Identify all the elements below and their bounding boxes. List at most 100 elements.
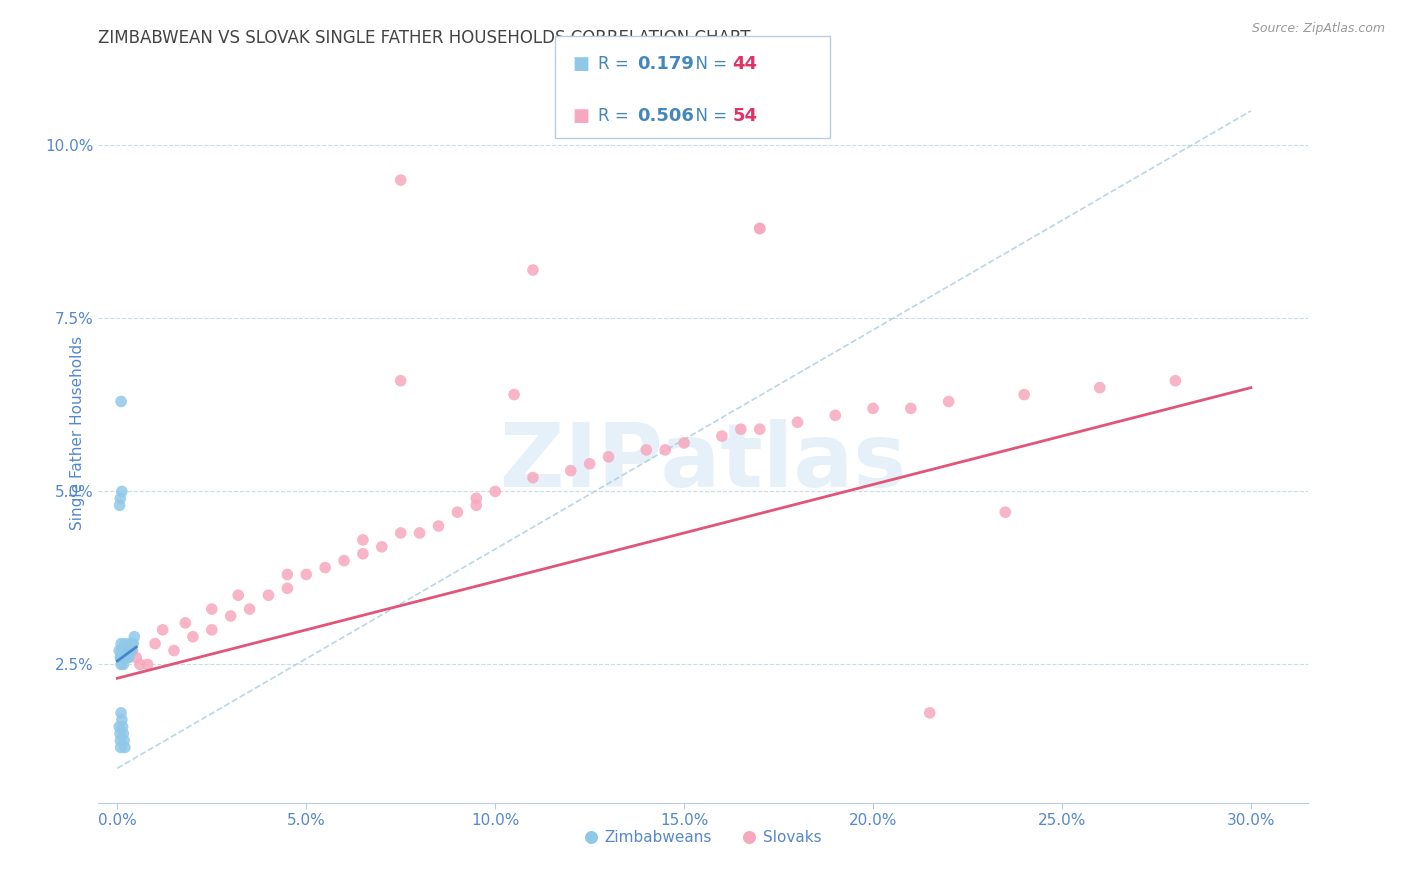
Point [748, 221, 770, 235]
Point [748, 422, 770, 436]
Point [654, 442, 676, 457]
Point [111, 484, 134, 499]
Point [143, 637, 166, 651]
Point [111, 650, 134, 665]
Point [276, 582, 298, 596]
Point [117, 650, 139, 665]
Point [352, 533, 374, 547]
Point [710, 429, 733, 443]
Point [181, 630, 204, 644]
Point [129, 657, 152, 672]
Point [389, 525, 412, 540]
Point [994, 505, 1017, 519]
Point [118, 650, 141, 665]
Point [111, 643, 134, 657]
Point [114, 650, 136, 665]
Point [112, 657, 135, 672]
Point [110, 394, 132, 409]
Text: ZIMBABWEAN VS SLOVAK SINGLE FATHER HOUSEHOLDS CORRELATION CHART: ZIMBABWEAN VS SLOVAK SINGLE FATHER HOUSE… [98, 29, 751, 47]
Point [1088, 381, 1111, 395]
Point [730, 422, 752, 436]
Point [862, 401, 884, 416]
Point [108, 726, 131, 740]
Text: N =: N = [685, 107, 733, 125]
Point [522, 470, 544, 484]
Point [389, 173, 412, 187]
Point [226, 588, 249, 602]
Point [408, 525, 430, 540]
Point [112, 726, 135, 740]
Point [136, 657, 159, 672]
Point [174, 615, 197, 630]
Point [389, 374, 412, 388]
Point [598, 450, 620, 464]
Point [110, 740, 132, 755]
Point [111, 643, 134, 657]
Point [121, 643, 143, 657]
Point [333, 554, 356, 568]
Point [239, 602, 262, 616]
Point [114, 650, 136, 665]
Point [114, 643, 136, 657]
Legend: Zimbabweans, Slovaks: Zimbabweans, Slovaks [579, 823, 827, 851]
Point [111, 713, 134, 727]
Point [748, 221, 770, 235]
Point [118, 643, 141, 657]
Text: 0.179: 0.179 [637, 55, 693, 73]
Point [122, 637, 145, 651]
Point [114, 650, 136, 665]
Point [120, 643, 142, 657]
Point [110, 657, 132, 672]
Point [465, 498, 488, 512]
Point [110, 491, 132, 506]
Point [110, 650, 132, 665]
Text: Source: ZipAtlas.com: Source: ZipAtlas.com [1251, 22, 1385, 36]
Text: R =: R = [598, 107, 634, 125]
Point [110, 650, 132, 665]
Point [115, 643, 138, 657]
Point [673, 436, 696, 450]
Point [118, 643, 141, 657]
Point [108, 720, 131, 734]
Point [112, 643, 135, 657]
Text: ■: ■ [572, 107, 589, 125]
Point [121, 643, 143, 657]
Point [110, 733, 132, 747]
Y-axis label: Single Father Households: Single Father Households [69, 335, 84, 530]
Text: N =: N = [685, 55, 733, 73]
Text: 0.506: 0.506 [637, 107, 693, 125]
Point [352, 547, 374, 561]
Point [371, 540, 394, 554]
Point [918, 706, 941, 720]
Text: 44: 44 [733, 55, 758, 73]
Text: ■: ■ [572, 55, 589, 73]
Point [114, 637, 136, 651]
Point [124, 630, 146, 644]
Point [201, 602, 224, 616]
Point [578, 457, 600, 471]
Point [115, 643, 138, 657]
Point [446, 505, 468, 519]
Point [112, 650, 135, 665]
Point [938, 394, 960, 409]
Point [522, 263, 544, 277]
Point [900, 401, 922, 416]
Point [121, 637, 143, 651]
Point [560, 464, 582, 478]
Point [276, 567, 298, 582]
Point [201, 623, 224, 637]
Point [257, 588, 280, 602]
Point [824, 409, 846, 423]
Point [110, 706, 132, 720]
Point [114, 740, 136, 755]
Point [163, 643, 186, 657]
Point [125, 650, 148, 665]
Point [111, 720, 134, 734]
Point [786, 415, 808, 429]
Point [112, 733, 135, 747]
Point [1164, 374, 1187, 388]
Point [152, 623, 174, 637]
Point [110, 637, 132, 651]
Point [295, 567, 318, 582]
Text: R =: R = [598, 55, 634, 73]
